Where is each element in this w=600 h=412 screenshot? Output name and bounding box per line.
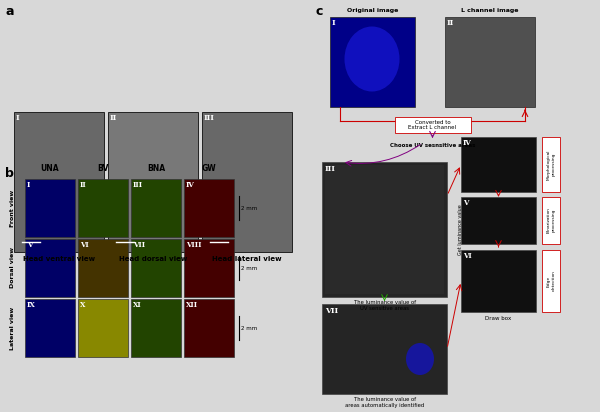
Text: IX: IX bbox=[27, 301, 36, 309]
Text: Front view: Front view bbox=[10, 190, 16, 227]
Text: VII: VII bbox=[325, 307, 338, 315]
Bar bbox=[322, 304, 447, 394]
Text: VII: VII bbox=[133, 241, 145, 249]
Text: III: III bbox=[325, 165, 336, 173]
Text: VI: VI bbox=[80, 241, 89, 249]
Text: Dorsal view: Dorsal view bbox=[10, 248, 16, 288]
Bar bbox=[78, 179, 128, 237]
Bar bbox=[25, 299, 75, 357]
Bar bbox=[461, 197, 536, 244]
Text: V: V bbox=[27, 241, 32, 249]
Text: c: c bbox=[316, 5, 323, 18]
Bar bbox=[461, 250, 536, 312]
Text: Draw box: Draw box bbox=[485, 316, 512, 321]
Bar bbox=[542, 250, 560, 312]
Bar bbox=[131, 179, 181, 237]
Text: Edge
detection: Edge detection bbox=[547, 271, 556, 291]
Text: Get luminance value: Get luminance value bbox=[458, 204, 464, 255]
Text: VIII: VIII bbox=[186, 241, 202, 249]
Bar bbox=[202, 112, 292, 252]
Text: The luminance value of
areas automatically identified: The luminance value of areas automatical… bbox=[345, 397, 424, 408]
Bar bbox=[184, 179, 234, 237]
Text: b: b bbox=[5, 167, 14, 180]
Text: Head ventral view: Head ventral view bbox=[23, 256, 95, 262]
Text: II: II bbox=[447, 19, 454, 27]
Text: a: a bbox=[5, 5, 14, 18]
Text: GW: GW bbox=[202, 164, 217, 173]
Text: XII: XII bbox=[186, 301, 198, 309]
Text: 2 mm: 2 mm bbox=[241, 265, 257, 271]
Text: Morphological
processing: Morphological processing bbox=[547, 149, 556, 180]
Ellipse shape bbox=[406, 343, 434, 375]
Text: X: X bbox=[80, 301, 85, 309]
Bar bbox=[131, 299, 181, 357]
Bar bbox=[542, 197, 560, 244]
Text: UNA: UNA bbox=[41, 164, 59, 173]
Bar bbox=[445, 17, 535, 107]
Text: Original image: Original image bbox=[347, 8, 398, 13]
Text: Binarization
processing: Binarization processing bbox=[547, 208, 556, 234]
Bar bbox=[14, 112, 104, 252]
Bar bbox=[184, 239, 234, 297]
Text: Head lateral view: Head lateral view bbox=[212, 256, 282, 262]
Text: Lateral view: Lateral view bbox=[10, 307, 16, 349]
Ellipse shape bbox=[344, 26, 400, 91]
Bar bbox=[25, 179, 75, 237]
Text: VI: VI bbox=[463, 252, 472, 260]
Bar bbox=[325, 165, 444, 294]
Bar bbox=[184, 299, 234, 357]
Text: Head dorsal view: Head dorsal view bbox=[119, 256, 187, 262]
Bar bbox=[330, 17, 415, 107]
Text: II: II bbox=[110, 114, 117, 122]
Bar bbox=[542, 137, 560, 192]
Text: 2 mm: 2 mm bbox=[241, 325, 257, 330]
Text: IV: IV bbox=[463, 139, 472, 147]
Bar bbox=[108, 112, 198, 252]
FancyBboxPatch shape bbox=[395, 117, 470, 133]
Bar bbox=[322, 162, 447, 297]
Text: III: III bbox=[204, 114, 215, 122]
Text: Converted to
Extract L channel: Converted to Extract L channel bbox=[409, 119, 457, 131]
Bar bbox=[78, 239, 128, 297]
Text: V: V bbox=[463, 199, 469, 207]
Bar bbox=[78, 299, 128, 357]
Text: L channel image: L channel image bbox=[461, 8, 519, 13]
Text: IV: IV bbox=[186, 181, 195, 189]
Bar bbox=[461, 137, 536, 192]
Text: I: I bbox=[332, 19, 335, 27]
Text: BV: BV bbox=[97, 164, 109, 173]
Bar bbox=[25, 239, 75, 297]
Text: XI: XI bbox=[133, 301, 142, 309]
Text: III: III bbox=[133, 181, 143, 189]
Text: 2 mm: 2 mm bbox=[241, 206, 257, 211]
Text: BNA: BNA bbox=[147, 164, 165, 173]
Text: I: I bbox=[16, 114, 20, 122]
Text: Choose UV sesnsitive areas: Choose UV sesnsitive areas bbox=[390, 143, 475, 148]
Bar bbox=[131, 239, 181, 297]
Text: I: I bbox=[27, 181, 31, 189]
Text: The luminance value of
UV sensitive areas: The luminance value of UV sensitive area… bbox=[353, 300, 415, 311]
Text: II: II bbox=[80, 181, 87, 189]
